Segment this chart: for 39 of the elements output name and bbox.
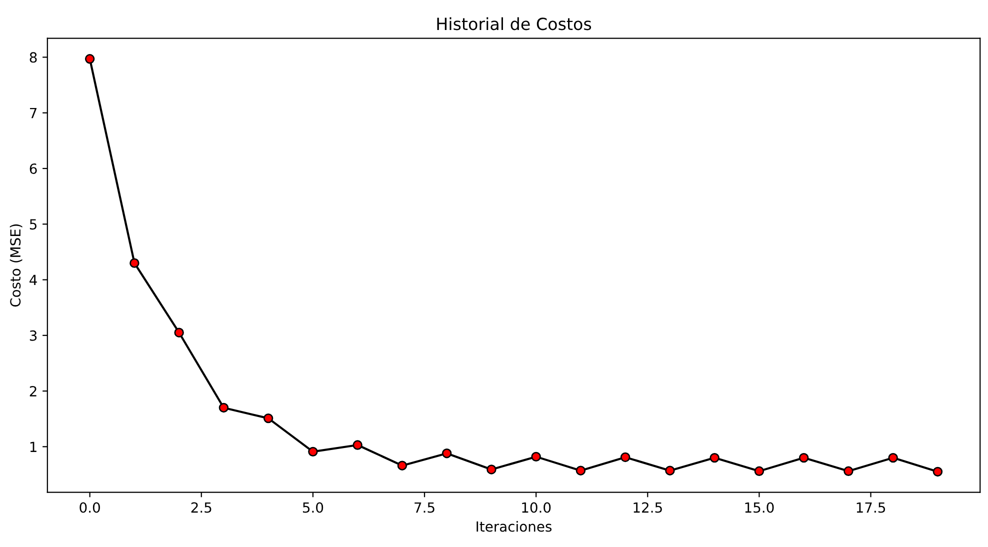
y-axis-title: Costo (MSE) <box>10 224 22 307</box>
point <box>130 258 140 268</box>
point <box>888 452 898 463</box>
point <box>531 452 541 462</box>
point <box>352 440 362 450</box>
x-tick-label: 17.5 <box>856 502 886 513</box>
y-tick-label: 3 <box>30 330 37 341</box>
y-tick-label: 5 <box>30 219 36 230</box>
point <box>263 413 274 424</box>
point <box>576 466 586 476</box>
point <box>798 452 809 463</box>
x-tick-label: 5.0 <box>302 502 324 513</box>
y-tick-label: 2 <box>30 386 36 396</box>
point <box>665 466 675 476</box>
point <box>754 466 764 476</box>
point <box>620 452 630 462</box>
y-tick-label: 1 <box>30 442 36 452</box>
point <box>486 464 496 474</box>
y-tick-label: 8 <box>30 52 37 63</box>
y-tick-label: 6 <box>30 163 37 174</box>
x-tick-label: 2.5 <box>191 502 212 513</box>
x-tick-label: 12.5 <box>634 502 662 513</box>
x-tick-label: 15.0 <box>745 502 774 513</box>
point <box>844 466 854 476</box>
point <box>174 328 184 338</box>
point <box>84 54 95 64</box>
x-axis-title: Iteraciones <box>476 521 552 532</box>
x-tick-label: 0.0 <box>80 502 100 513</box>
point <box>442 448 452 458</box>
chart-title: Historial de Costos <box>437 17 592 30</box>
point <box>397 460 408 470</box>
x-tick-label: 7.5 <box>414 502 434 513</box>
point <box>932 466 943 477</box>
point <box>308 446 318 457</box>
x-tick-label: 10.0 <box>522 502 551 513</box>
point <box>710 452 720 463</box>
point <box>218 402 229 413</box>
y-tick-label: 7 <box>30 108 37 118</box>
y-tick-label: 4 <box>30 274 37 286</box>
